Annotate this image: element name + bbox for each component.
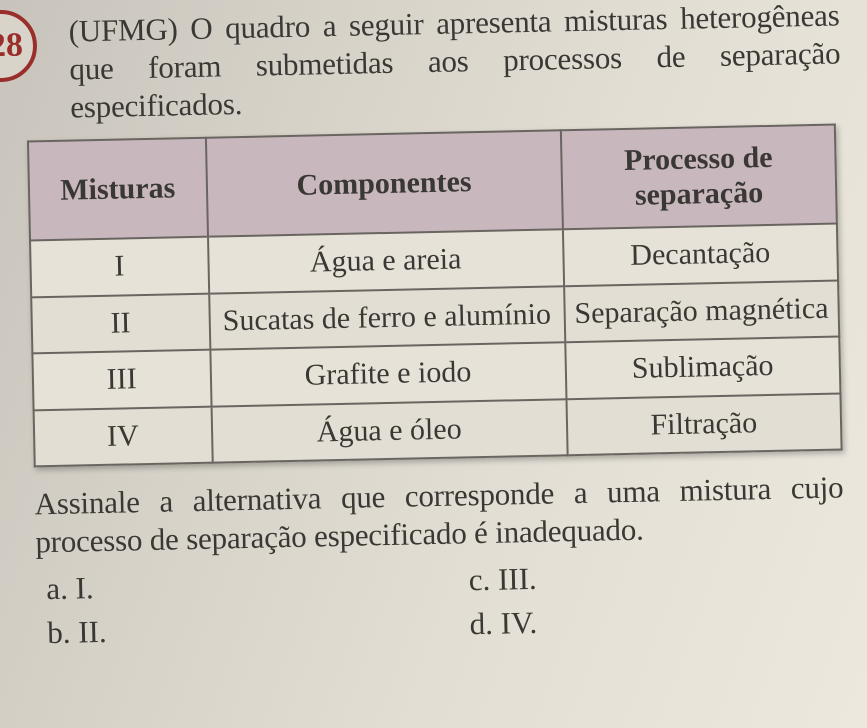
col-header-mixtures: Misturas <box>28 138 208 241</box>
question-stem-text: O quadro a seguir apresenta misturas he­… <box>69 0 841 124</box>
mixtures-table-wrap: Misturas Componentes Processo de separaç… <box>27 124 843 468</box>
mixtures-table: Misturas Componentes Processo de separaç… <box>27 124 843 468</box>
cell-mix: III <box>32 350 211 410</box>
cell-comp: Sucatas de ferro e alumínio <box>209 286 565 350</box>
option-a: a. I. <box>46 564 409 608</box>
cell-comp: Água e areia <box>208 230 564 294</box>
cell-proc: Separação magnética <box>564 280 840 342</box>
col-header-process: Processo de separação <box>560 125 836 230</box>
col-header-components: Componentes <box>205 131 562 237</box>
cell-mix: II <box>31 294 210 354</box>
cell-comp: Água e óleo <box>211 399 567 463</box>
cell-proc: Decantação <box>563 224 839 286</box>
cell-proc: Sublimação <box>565 337 841 399</box>
answer-options: a. I. c. III. b. II. d. IV. <box>46 555 833 651</box>
cell-proc: Filtração <box>566 393 842 455</box>
option-c: c. III. <box>468 555 831 599</box>
option-b: b. II. <box>47 608 410 652</box>
cell-mix: I <box>30 237 209 297</box>
option-d: d. IV. <box>469 599 832 643</box>
cell-mix: IV <box>34 407 213 467</box>
question-number: 28 <box>0 27 23 66</box>
question-source: (UFMG) <box>68 11 178 48</box>
question-number-badge: 28 <box>0 9 38 82</box>
question-followup: Assinale a alternativa que corresponde a… <box>34 469 844 562</box>
cell-comp: Grafite e iodo <box>210 343 566 407</box>
question-stem: (UFMG) O quadro a seguir apresenta mistu… <box>68 0 841 126</box>
table-header-row: Misturas Componentes Processo de separaç… <box>28 125 837 241</box>
